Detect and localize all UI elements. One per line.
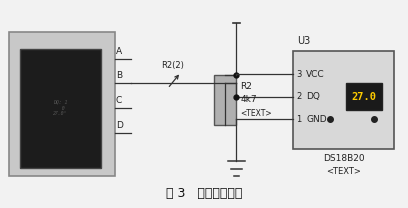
Text: 图 3   性能测试电路: 图 3 性能测试电路 xyxy=(166,187,242,201)
Text: R2: R2 xyxy=(240,82,252,91)
Bar xyxy=(346,83,382,110)
Text: DS18B20: DS18B20 xyxy=(323,154,365,163)
Text: A: A xyxy=(115,47,122,56)
Text: 1: 1 xyxy=(296,115,302,124)
Text: 27.0: 27.0 xyxy=(352,92,377,102)
Text: <TEXT>: <TEXT> xyxy=(240,109,272,118)
Text: VCC: VCC xyxy=(306,70,325,79)
Text: 3: 3 xyxy=(296,70,302,79)
Text: DQ: DQ xyxy=(306,92,320,101)
Text: GND: GND xyxy=(306,115,327,124)
Text: U3: U3 xyxy=(297,36,310,46)
Text: 2: 2 xyxy=(296,92,302,101)
Text: B: B xyxy=(115,71,122,80)
Bar xyxy=(9,32,115,176)
Text: D: D xyxy=(115,121,122,130)
Text: C: C xyxy=(115,96,122,105)
Bar xyxy=(20,49,101,168)
Text: 4k7: 4k7 xyxy=(240,95,257,104)
Bar xyxy=(214,75,236,125)
Text: DQ: 1
  0
27.0°: DQ: 1 0 27.0° xyxy=(53,100,67,116)
Text: R2(2): R2(2) xyxy=(162,61,184,70)
Bar xyxy=(293,51,395,149)
Text: <TEXT>: <TEXT> xyxy=(326,167,361,176)
